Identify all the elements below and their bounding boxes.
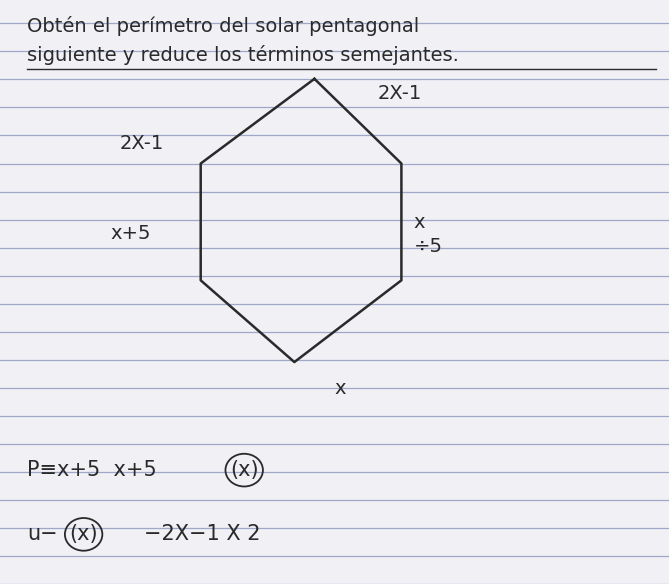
- Text: x: x: [334, 379, 346, 398]
- Text: siguiente y reduce los términos semejantes.: siguiente y reduce los términos semejant…: [27, 46, 459, 65]
- Text: (x): (x): [230, 460, 258, 480]
- Text: 2X-1: 2X-1: [378, 84, 422, 103]
- Text: −2X−1 X 2: −2X−1 X 2: [144, 524, 260, 544]
- Text: u−: u−: [27, 524, 58, 544]
- Text: (x): (x): [70, 524, 98, 544]
- Text: x: x: [413, 213, 425, 232]
- Text: 2X-1: 2X-1: [120, 134, 164, 152]
- Text: P≡x+5  x+5: P≡x+5 x+5: [27, 460, 163, 480]
- Text: ÷5: ÷5: [413, 237, 442, 256]
- Text: Obtén el perímetro del solar pentagonal: Obtén el perímetro del solar pentagonal: [27, 16, 419, 36]
- Text: x+5: x+5: [110, 224, 151, 243]
